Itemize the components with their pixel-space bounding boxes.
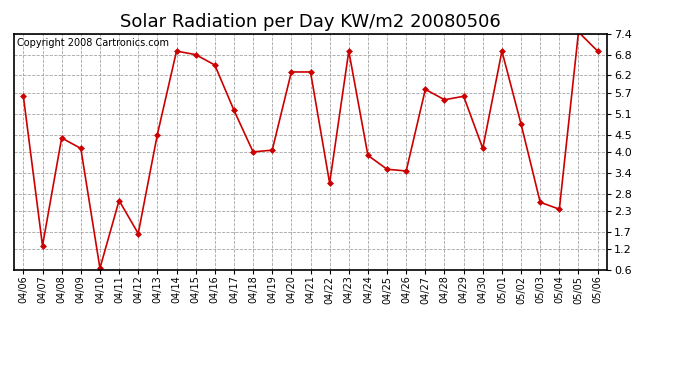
Text: Copyright 2008 Cartronics.com: Copyright 2008 Cartronics.com	[17, 39, 169, 48]
Title: Solar Radiation per Day KW/m2 20080506: Solar Radiation per Day KW/m2 20080506	[120, 13, 501, 31]
